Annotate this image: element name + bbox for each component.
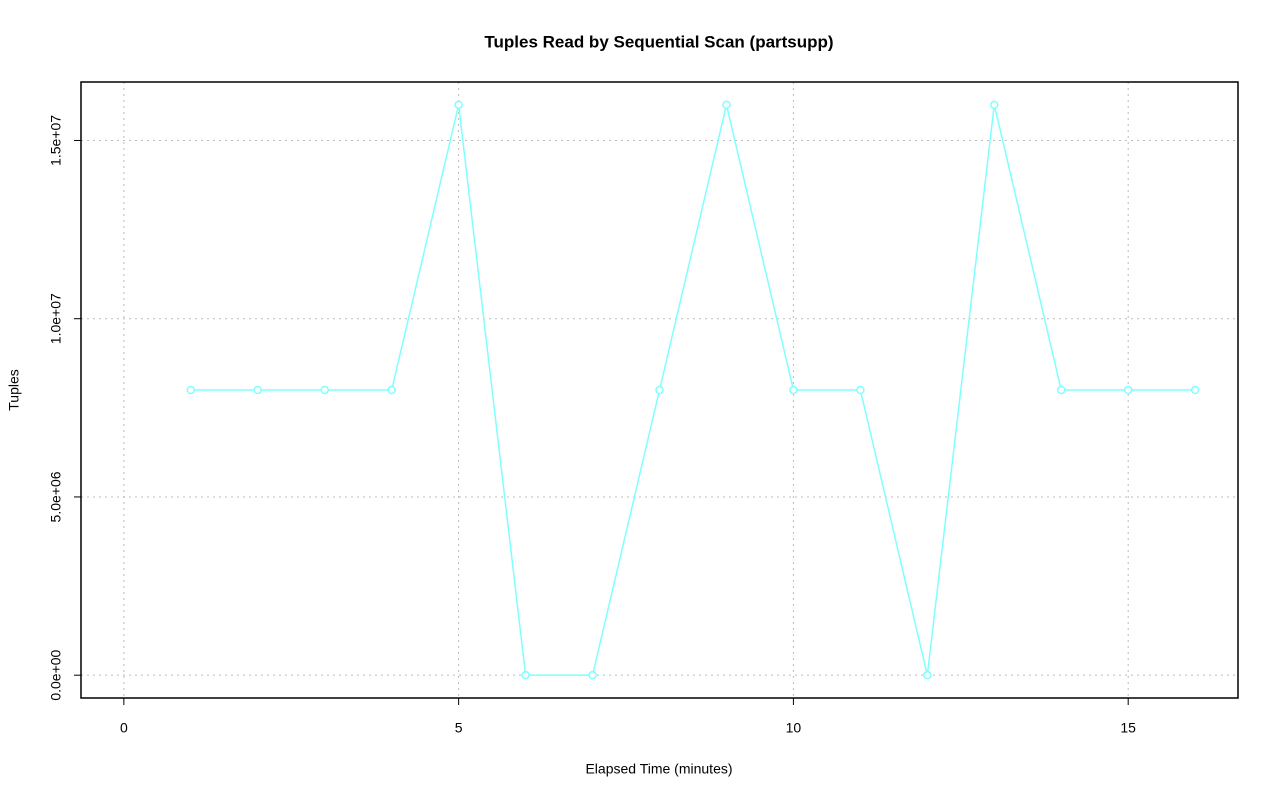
x-tick-label: 5 [455,720,463,736]
y-tick-label: 1.5e+07 [48,115,64,166]
y-tick-label: 1.0e+07 [48,293,64,344]
data-point [923,670,932,680]
data-point [387,385,396,395]
data-point [789,385,798,395]
chart-title: Tuples Read by Sequential Scan (partsupp… [484,32,833,51]
data-point [253,385,263,395]
x-tick-label: 10 [786,720,802,736]
y-tick-label: 5.0e+06 [48,471,64,522]
data-point [454,100,463,110]
y-axis-label: Tuples [6,369,22,411]
data-point [320,385,329,395]
data-point [856,385,865,395]
data-point [655,385,664,395]
data-point [588,670,597,680]
series-line [190,104,1196,676]
data-point [1123,385,1133,395]
x-tick-label: 0 [120,720,128,736]
y-tick-label: 0.0e+00 [48,649,64,700]
data-point [990,100,999,110]
data-point [1056,385,1066,395]
data-point [186,385,196,395]
x-axis-label: Elapsed Time (minutes) [585,761,732,777]
data-point [722,100,731,110]
data-point [521,670,530,680]
plot-frame [80,81,1239,699]
x-tick-label: 15 [1120,720,1136,736]
data-point [1190,385,1200,395]
